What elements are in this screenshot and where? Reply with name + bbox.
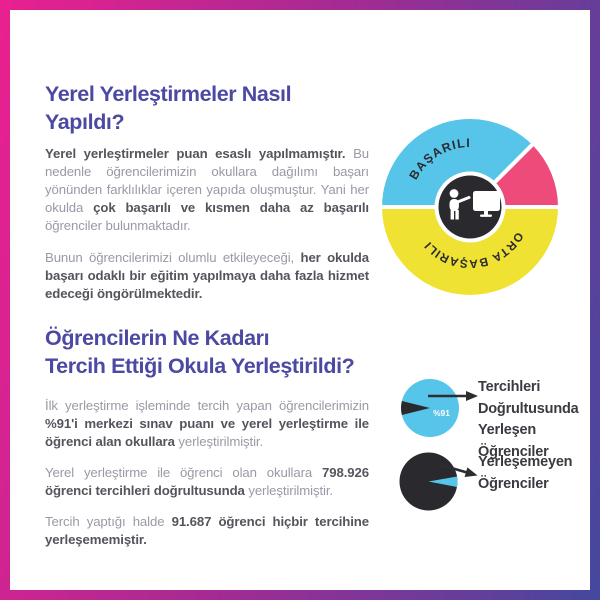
section2-paragraph-3: Tercih yaptığı halde 91.687 öğrenci hiçb… (45, 513, 369, 549)
bold-text: 798.926 öğrenci tercihleri doğrultusunda (45, 465, 369, 498)
placed-students-label: Tercihleri Doğrultusunda Yerleşen Öğrenc… (478, 377, 593, 463)
body-text: Bunun öğrencilerimizi olumlu etkileyeceğ… (45, 250, 301, 265)
section1-paragraph-1: Yerel yerleştirmeler puan esaslı yapılma… (45, 145, 369, 235)
body-text: Tercih yaptığı halde (45, 514, 172, 529)
success-distribution-pie-chart: BAŞARILI ORTA BAŞARILI (381, 118, 559, 295)
mini-pie-slices (399, 452, 458, 511)
section1-title: Yerel Yerleştirmeler Nasıl Yapıldı? (45, 82, 292, 134)
unplaced-students-pie-chart (399, 452, 458, 511)
body-text: Bu nedenle öğrencilerimizin okullara dağ… (45, 146, 370, 215)
label-line: Öğrenciler (478, 443, 549, 460)
white-canvas (10, 10, 590, 590)
label-line: Yerleşen (478, 422, 537, 438)
section2-paragraph-1: İlk yerleştirme işleminde tercih yapan ö… (45, 397, 369, 451)
section2-title: Öğrencilerin Ne Kadarı Tercih Ettiği Oku… (45, 324, 369, 380)
section2-title-line2: Tercih Ettiği Okula Yerleştirildi? (45, 354, 355, 378)
label-line: Tercihleri (478, 379, 541, 395)
callout-arrow-icon (428, 391, 478, 401)
body-text: İlk yerleştirme işleminde tercih yapan ö… (45, 398, 369, 413)
pie-value-label: %91 (433, 408, 450, 418)
callout-arrow-icon (440, 463, 478, 477)
mini-pie-slices (401, 379, 459, 437)
unplaced-students-label: Yerleşemeyen Öğrenciler (478, 452, 593, 495)
label-line: Doğrultusunda (478, 400, 579, 417)
section1-paragraph-2: Bunun öğrencilerimizi olumlu etkileyeceğ… (45, 249, 369, 303)
bold-text: Yerel yerleştirmeler puan esaslı yapılma… (45, 146, 346, 161)
bold-text: çok başarılı ve kısmen daha az başarılı (93, 200, 369, 215)
label-line: Yerleşemeyen (478, 454, 573, 470)
section2-title-line1: Öğrencilerin Ne Kadarı (45, 326, 270, 350)
bold-text: %91'i merkezi sınav puanı ve yerel yerle… (45, 416, 369, 449)
bold-text: her okulda başarı odaklı bir eğitim yapı… (45, 250, 369, 301)
teacher-presentation-icon (434, 171, 506, 243)
body-text: öğrenciler bulunmaktadır. (45, 218, 191, 233)
label-line: Öğrenciler (478, 475, 549, 492)
bold-text: 91.687 öğrenci hiçbir tercihine yerleşem… (45, 514, 369, 547)
text-column: Yerel Yerleştirmeler Nasıl Yapıldı? Yere… (45, 80, 369, 556)
pie-slices (382, 118, 558, 295)
placed-students-pie-chart: %91 (401, 379, 459, 437)
body-text: yerleştirilmiştir. (174, 434, 264, 449)
body-text: yerleştirilmiştir. (244, 483, 333, 498)
body-text: Yerel yerleştirme ile öğrenci olan okull… (45, 465, 323, 480)
section2-paragraph-2: Yerel yerleştirme ile öğrenci olan okull… (45, 464, 369, 500)
